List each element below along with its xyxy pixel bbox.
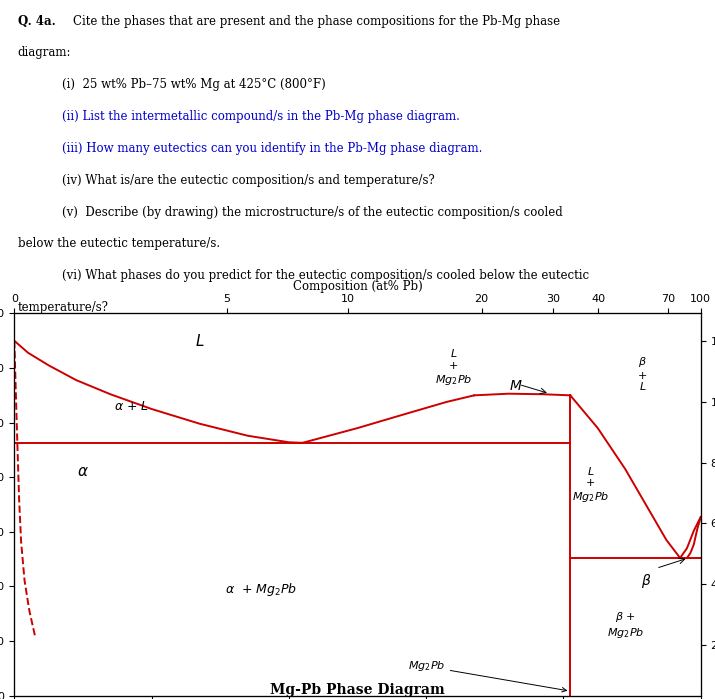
Text: (i)  25 wt% Pb–75 wt% Mg at 425°C (800°F): (i) 25 wt% Pb–75 wt% Mg at 425°C (800°F) [62,78,326,92]
Text: (vi) What phases do you predict for the eutectic composition/s cooled below the : (vi) What phases do you predict for the … [62,269,589,282]
Text: Cite the phases that are present and the phase compositions for the Pb-Mg phase: Cite the phases that are present and the… [73,15,560,28]
Text: temperature/s?: temperature/s? [18,301,109,314]
Text: Q. 4a.: Q. 4a. [18,15,56,28]
Text: $\beta$
+
L: $\beta$ + L [638,355,647,392]
Text: diagram:: diagram: [18,46,72,59]
Text: Mg-Pb Phase Diagram: Mg-Pb Phase Diagram [270,683,445,697]
Text: $\alpha$: $\alpha$ [77,464,89,480]
Text: (iii) How many eutectics can you identify in the Pb-Mg phase diagram.: (iii) How many eutectics can you identif… [62,142,483,155]
Text: Mg$_2$Pb: Mg$_2$Pb [408,659,566,692]
Text: below the eutectic temperature/s.: below the eutectic temperature/s. [18,238,220,250]
Text: (iv) What is/are the eutectic composition/s and temperature/s?: (iv) What is/are the eutectic compositio… [62,174,435,187]
Text: L
+
Mg$_2$Pb: L + Mg$_2$Pb [572,467,609,504]
Text: $\alpha$  + Mg$_2$Pb: $\alpha$ + Mg$_2$Pb [225,581,297,598]
Title: Mg-Pb Phase Diagram: Mg-Pb Phase Diagram [0,698,1,699]
Text: L: L [195,334,204,350]
X-axis label: Composition (at% Pb): Composition (at% Pb) [292,280,423,293]
Text: $\alpha$ + L: $\alpha$ + L [114,400,149,412]
Text: (ii) List the intermetallic compound/s in the Pb-Mg phase diagram.: (ii) List the intermetallic compound/s i… [62,110,460,123]
Text: L
+
Mg$_2$Pb: L + Mg$_2$Pb [435,350,472,387]
Text: $\beta$ +
Mg$_2$Pb: $\beta$ + Mg$_2$Pb [606,610,644,640]
Text: M: M [509,379,521,393]
Text: $\beta$: $\beta$ [641,572,651,590]
Text: (v)  Describe (by drawing) the microstructure/s of the eutectic composition/s co: (v) Describe (by drawing) the microstruc… [62,206,563,219]
